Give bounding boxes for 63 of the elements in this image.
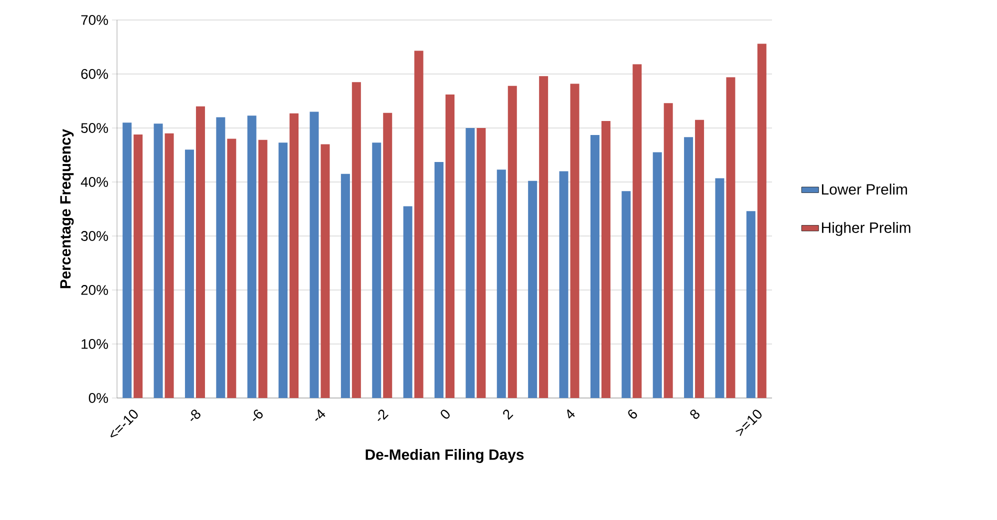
x-tick-label: -4 xyxy=(315,409,326,421)
bar xyxy=(695,120,704,398)
bar xyxy=(383,112,392,398)
bar xyxy=(247,116,256,398)
bar xyxy=(664,103,673,398)
y-tick-label: 20% xyxy=(81,285,108,295)
bar xyxy=(122,122,132,398)
bar xyxy=(154,124,163,398)
bar xyxy=(508,86,517,398)
bar xyxy=(570,84,580,398)
bar xyxy=(196,106,205,398)
bar xyxy=(684,137,694,398)
bar xyxy=(290,113,299,398)
x-tick-label: -6 xyxy=(252,410,263,421)
bar xyxy=(590,135,600,398)
x-tick-label: 2 xyxy=(503,410,514,420)
y-tick-label: 50% xyxy=(81,123,108,133)
x-tick-label: 0 xyxy=(440,410,450,419)
bar xyxy=(476,128,486,398)
bar xyxy=(134,134,143,398)
bar xyxy=(310,112,319,398)
legend-label: Higher Prelim xyxy=(822,222,910,236)
bar xyxy=(258,140,268,398)
bar xyxy=(539,76,548,398)
x-tick-label: 6 xyxy=(628,410,637,419)
y-tick-label: 70% xyxy=(81,15,108,25)
y-tick-label: 40% xyxy=(80,177,108,187)
bar xyxy=(403,206,412,398)
y-axis-title: Percentage Frequency xyxy=(60,128,74,288)
x-tick-label: -8 xyxy=(190,410,200,421)
bar xyxy=(622,191,631,398)
y-tick-label: 10% xyxy=(82,339,108,349)
x-tick-label: -2 xyxy=(378,410,389,421)
x-axis-title: De-Median Filing Days xyxy=(366,448,524,463)
bar xyxy=(320,144,330,398)
bar xyxy=(164,133,174,398)
y-tick-label: 30% xyxy=(81,231,108,241)
bar xyxy=(372,142,382,398)
bar xyxy=(216,117,226,398)
bar xyxy=(446,94,454,398)
bar xyxy=(352,82,361,398)
bar xyxy=(559,171,568,398)
bar xyxy=(726,77,736,398)
bar xyxy=(278,142,288,398)
bar xyxy=(715,178,724,398)
bar xyxy=(227,138,236,398)
bar xyxy=(414,50,424,398)
bar xyxy=(528,180,538,398)
bar xyxy=(340,174,350,398)
bar xyxy=(757,44,766,398)
y-tick-label: 0% xyxy=(88,393,108,403)
x-tick-label: 8 xyxy=(690,410,700,419)
bar xyxy=(652,152,662,398)
bar xyxy=(601,120,610,398)
bar xyxy=(184,150,194,398)
bar xyxy=(466,128,475,398)
legend-label: Lower Prelim xyxy=(822,184,907,195)
bar xyxy=(496,170,506,398)
y-tick-label: 60% xyxy=(81,69,108,79)
bar xyxy=(434,162,444,398)
bar xyxy=(632,64,642,398)
x-tick-label: 4 xyxy=(567,409,575,418)
bar xyxy=(746,211,756,398)
